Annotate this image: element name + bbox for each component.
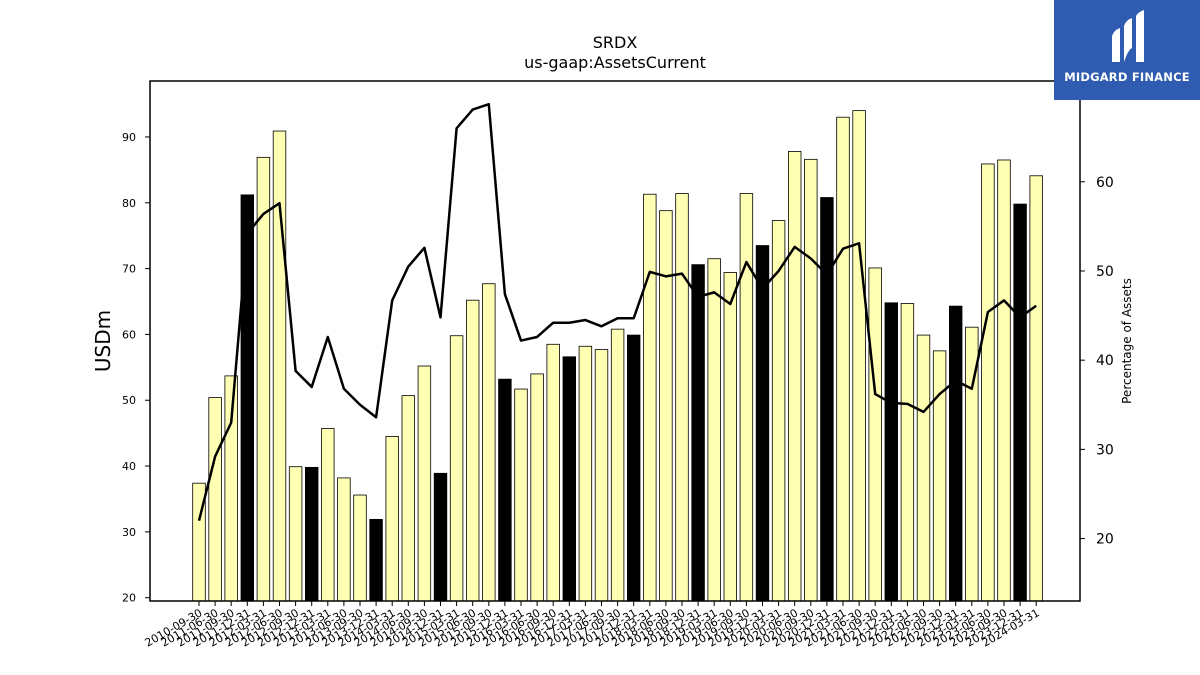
y-tick-label: 50 [122, 394, 136, 407]
y2-tick-label: 60 [1096, 175, 1114, 191]
bar [788, 151, 802, 602]
bar [949, 305, 963, 602]
bar-series [192, 110, 1043, 602]
y-tick-label: 30 [122, 526, 136, 539]
y-tick-label: 90 [122, 131, 136, 144]
bar [675, 193, 689, 602]
bar [707, 258, 721, 602]
y-axis-right: 20 30 40 50 60 [1080, 175, 1114, 548]
y-tick-label: 70 [122, 263, 136, 276]
bar [627, 334, 641, 602]
y-axis-left: 20 30 40 50 60 70 80 90 [122, 131, 150, 605]
bar [739, 193, 754, 602]
y-tick-label: 40 [122, 460, 136, 473]
chart-subtitle: us-gaap:AssetsCurrent [524, 53, 706, 72]
brand-logo: MIDGARD FINANCE [1054, 0, 1200, 100]
y2-tick-label: 30 [1096, 442, 1114, 458]
bar [868, 267, 882, 602]
bar [884, 302, 899, 602]
chart-title: SRDX [593, 33, 638, 52]
bar [562, 356, 577, 602]
bar [401, 395, 416, 602]
bar [256, 156, 271, 602]
bar [836, 116, 850, 602]
bar [643, 193, 657, 602]
y2-tick-label: 50 [1096, 264, 1114, 280]
bar [594, 349, 609, 602]
bar [369, 518, 383, 602]
bar [337, 477, 351, 602]
bar [900, 303, 915, 602]
bar [820, 197, 834, 602]
percentage-line [197, 102, 1037, 522]
bar [240, 194, 255, 602]
bar [482, 283, 496, 602]
bar [997, 159, 1011, 602]
bar [465, 299, 480, 602]
bar [272, 130, 287, 602]
bar [691, 264, 705, 602]
bar [981, 163, 995, 602]
bar [755, 245, 770, 602]
bar [208, 397, 222, 602]
bar [385, 436, 399, 602]
bar [417, 365, 432, 602]
bar [659, 210, 673, 602]
bar [578, 345, 593, 602]
y2-tick-label: 40 [1096, 353, 1114, 369]
y-axis-label: USDm [91, 310, 115, 372]
bar [932, 350, 947, 602]
bar [804, 158, 818, 602]
bar [916, 334, 931, 602]
bar [321, 428, 335, 602]
y-tick-label: 60 [122, 328, 136, 341]
line-series [197, 102, 1037, 522]
bar [498, 378, 512, 602]
bar [723, 272, 738, 602]
plot-frame [149, 80, 1081, 602]
bar [288, 466, 303, 602]
bar [1013, 203, 1027, 602]
bar [449, 335, 464, 602]
bar [530, 373, 544, 602]
bar [353, 494, 367, 602]
bar [546, 343, 560, 602]
y-tick-label: 80 [122, 197, 136, 210]
bar [610, 328, 625, 602]
bar [1029, 175, 1043, 602]
bar [433, 472, 448, 602]
y2-axis-label: Percentage of Assets [1120, 278, 1134, 404]
bar [514, 388, 528, 602]
y2-tick-label: 20 [1096, 532, 1114, 548]
bar [852, 110, 866, 602]
x-axis: 2010-09-302011-06-302011-09-302011-12-31… [143, 601, 1042, 650]
bar [304, 466, 319, 602]
midgard-logo-icon [1112, 10, 1144, 62]
brand-name: MIDGARD FINANCE [1064, 70, 1190, 84]
y-tick-label: 20 [122, 592, 136, 605]
